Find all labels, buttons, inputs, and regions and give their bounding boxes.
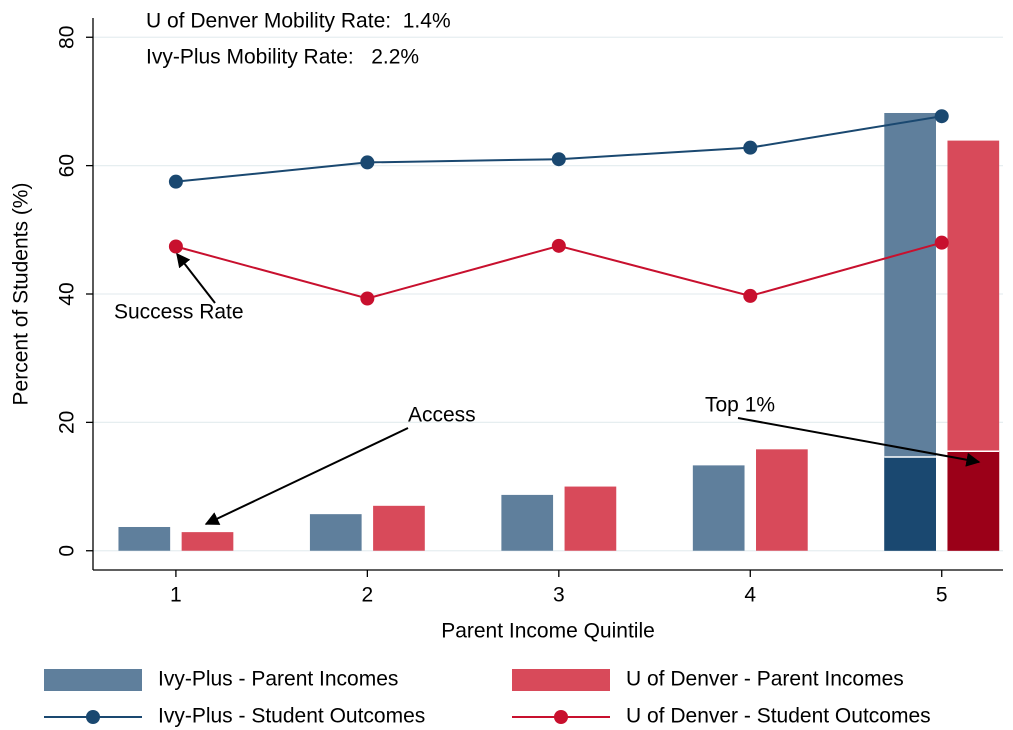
legend: Ivy-Plus - Parent Incomes U of Denver - P… bbox=[44, 668, 931, 728]
bar bbox=[118, 526, 171, 551]
annotation: U of Denver Mobility Rate: 1.4% bbox=[146, 10, 451, 33]
legend-swatch bbox=[86, 710, 100, 724]
y-tick-label: 20 bbox=[56, 411, 79, 434]
marks bbox=[118, 109, 1000, 551]
point bbox=[743, 140, 758, 155]
point bbox=[934, 109, 949, 124]
y-tick-label: 60 bbox=[56, 154, 79, 177]
legend-label: Ivy-Plus - Parent Incomes bbox=[158, 668, 398, 691]
x-axis-label: Parent Income Quintile bbox=[441, 620, 655, 643]
top-1-percent-bar bbox=[884, 457, 936, 551]
bar bbox=[373, 505, 425, 551]
annotation: Access bbox=[408, 404, 476, 427]
point bbox=[551, 238, 566, 253]
annotation: Ivy-Plus Mobility Rate: 2.2% bbox=[146, 46, 419, 69]
grid bbox=[93, 36, 1003, 552]
point bbox=[743, 288, 758, 303]
x-tick-label: 5 bbox=[936, 584, 948, 607]
bar bbox=[564, 486, 617, 551]
point bbox=[551, 152, 566, 167]
bar bbox=[501, 494, 554, 551]
y-tick-label: 40 bbox=[56, 282, 79, 305]
arrow bbox=[737, 417, 981, 467]
point bbox=[360, 291, 375, 306]
annotation: Top 1% bbox=[705, 394, 775, 417]
bar bbox=[181, 532, 234, 551]
line bbox=[175, 115, 942, 183]
legend-label: Ivy-Plus - Student Outcomes bbox=[158, 705, 425, 728]
x-tick-label: 1 bbox=[170, 584, 182, 607]
x-tick-label: 2 bbox=[362, 584, 374, 607]
legend-label: U of Denver - Student Outcomes bbox=[626, 705, 931, 728]
y-tick-label: 80 bbox=[56, 26, 79, 49]
point bbox=[168, 174, 183, 189]
x-tick-label: 3 bbox=[553, 584, 565, 607]
y-axis-label: Percent of Students (%) bbox=[10, 183, 33, 406]
y-tick-label: 0 bbox=[56, 545, 79, 557]
legend-swatch bbox=[44, 669, 142, 691]
arrow bbox=[176, 252, 216, 304]
annotation: Success Rate bbox=[114, 301, 244, 324]
point bbox=[168, 239, 183, 254]
bar bbox=[692, 465, 745, 551]
bar bbox=[756, 449, 808, 551]
bar bbox=[309, 514, 362, 551]
arrow bbox=[204, 427, 409, 525]
x-tick-label: 4 bbox=[744, 584, 756, 607]
legend-swatch bbox=[512, 669, 610, 691]
top-1-percent-bar bbox=[947, 451, 1000, 551]
point bbox=[360, 155, 375, 170]
legend-label: U of Denver - Parent Incomes bbox=[626, 668, 904, 691]
point bbox=[934, 235, 949, 250]
legend-swatch bbox=[554, 710, 568, 724]
